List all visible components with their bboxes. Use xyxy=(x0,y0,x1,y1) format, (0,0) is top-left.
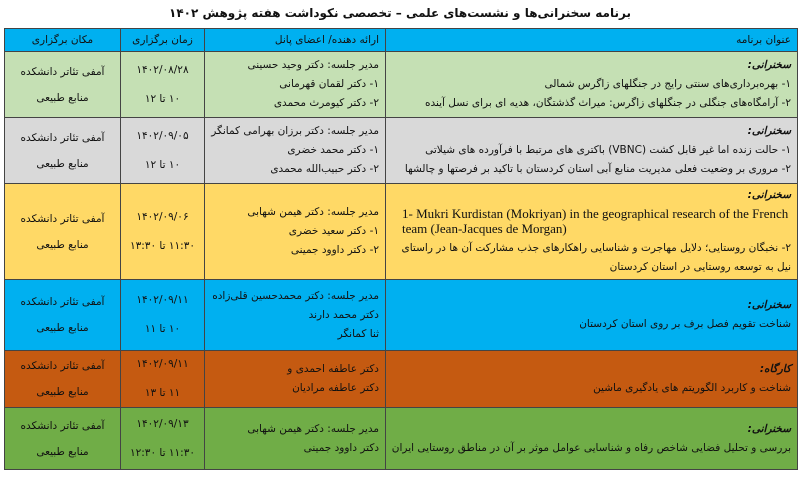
session-date: ۱۴۰۲/۰۹/۰۵ xyxy=(136,129,189,142)
session-place: آمفی تئاتر دانشکده xyxy=(20,419,105,432)
time-cell: ۱۴۰۲/۰۹/۱۱ ۱۰ تا ۱۱ xyxy=(120,279,205,351)
program-item: ۲- آرامگاه‌های جنگلی در جنگلهای زاگرس: م… xyxy=(424,97,791,109)
time-cell: ۱۴۰۲/۰۸/۲۸ ۱۰ تا ۱۲ xyxy=(120,51,205,118)
presenter: ۱- دکتر لقمان قهرمانی xyxy=(279,78,379,90)
session-place: آمفی تئاتر دانشکده xyxy=(20,212,105,225)
time-cell: ۱۴۰۲/۰۹/۱۳ ۱۱:۳۰ تا ۱۲:۳۰ xyxy=(120,407,205,470)
presenters-cell: مدیر جلسه: دکتر برزان بهرامی کمانگر ۱- دک… xyxy=(204,117,386,184)
header-presenters: ارائه دهنده/ اعضای پانل xyxy=(204,28,386,52)
presenter: ثنا کمانگر xyxy=(337,327,379,340)
place-cell: آمفی تئاتر دانشکده منابع طبیعی xyxy=(4,117,121,184)
session-place: منابع طبیعی xyxy=(36,238,89,251)
table-header-row: عنوان برنامه ارائه دهنده/ اعضای پانل زما… xyxy=(4,28,798,52)
header-place: مکان برگزاری xyxy=(4,28,121,52)
presenter: ۲- دکتر کیومرث محمدی xyxy=(273,97,379,109)
place-cell: آمفی تئاتر دانشکده منابع طبیعی xyxy=(4,51,121,118)
program-item: شناخت تقویم فصل برف بر روی استان کردستان xyxy=(579,318,791,330)
session-date: ۱۴۰۲/۰۹/۱۱ xyxy=(136,294,189,306)
presenter: مدیر جلسه: دکتر وحید حسینی xyxy=(247,59,379,71)
session-time: ۱۱:۳۰ تا ۱۲:۳۰ xyxy=(129,446,195,459)
page-title: برنامه سخنرانی‌ها و نشست‌های علمی – تخصص… xyxy=(169,6,631,20)
session-place: آمفی تئاتر دانشکده xyxy=(20,131,105,144)
place-cell: آمفی تئاتر دانشکده منابع طبیعی xyxy=(4,407,121,470)
program-kind: سخنرانی: xyxy=(747,299,791,311)
place-cell: آمفی تئاتر دانشکده منابع طبیعی xyxy=(4,183,121,280)
program-item: ۱- بهره‌برداری‌های سنتی رایج در جنگلهای … xyxy=(544,78,791,90)
session-place: آمفی تئاتر دانشکده xyxy=(20,65,105,78)
place-cell: آمفی تئاتر دانشکده منابع طبیعی xyxy=(4,279,121,351)
header-time: زمان برگزاری xyxy=(120,28,205,52)
time-cell: ۱۴۰۲/۰۹/۱۱ ۱۱ تا ۱۳ xyxy=(120,350,205,408)
session-place: منابع طبیعی xyxy=(36,157,89,170)
program-title-cell: سخنرانی: شناخت تقویم فصل برف بر روی استان… xyxy=(385,279,798,351)
presenter: ۲- دکتر حبیب‌الله محمدی xyxy=(270,163,379,175)
session-place: منابع طبیعی xyxy=(36,445,89,458)
session-place: آمفی تئاتر دانشکده xyxy=(20,296,105,308)
presenters-cell: مدیر جلسه: دکتر هیمن شهابی ۱- دکتر سعید خ… xyxy=(204,183,386,280)
session-place: منابع طبیعی xyxy=(36,386,89,398)
presenters-cell: دکتر عاطفه احمدی و دکتر عاطفه مرادیان xyxy=(204,350,386,408)
session-date: ۱۴۰۲/۰۹/۱۱ xyxy=(136,358,189,370)
program-item: نیل به توسعه روستایی در استان کردستان xyxy=(609,261,791,273)
session-date: ۱۴۰۲/۰۹/۰۶ xyxy=(136,210,189,223)
table-row: کارگاه: شناخت و کاربرد الگوریتم های یادگی… xyxy=(4,350,798,408)
program-item: ۲- مروری بر وضعیت فعلی مدیریت منابع آبی … xyxy=(404,163,791,175)
session-time: ۱۰ تا ۱۲ xyxy=(144,158,181,171)
program-title-cell: سخنرانی: 1- Mukri Kurdistan (Mokriyan) in… xyxy=(385,183,798,280)
time-cell: ۱۴۰۲/۰۹/۰۶ ۱۱:۳۰ تا ۱۳:۳۰ xyxy=(120,183,205,280)
presenter: مدیر جلسه: دکتر برزان بهرامی کمانگر xyxy=(211,125,379,137)
table-row: سخنرانی: ۱- حالت زنده اما غیر قابل کشت (V… xyxy=(4,117,798,184)
program-kind: سخنرانی: xyxy=(747,422,791,435)
presenters-cell: مدیر جلسه: دکتر وحید حسینی ۱- دکتر لقمان … xyxy=(204,51,386,118)
session-time: ۱۱:۳۰ تا ۱۳:۳۰ xyxy=(129,239,195,252)
presenter: مدیر جلسه: دکتر محمدحسین قلی‌زاده xyxy=(212,289,379,302)
session-time: ۱۰ تا ۱۲ xyxy=(144,92,181,105)
program-title-cell: سخنرانی: ۱- بهره‌برداری‌های سنتی رایج در … xyxy=(385,51,798,118)
session-place: منابع طبیعی xyxy=(36,322,89,334)
table-row: سخنرانی: 1- Mukri Kurdistan (Mokriyan) in… xyxy=(4,183,798,280)
presenter: ۲- دکتر داوود جمینی xyxy=(290,244,379,256)
header-title: عنوان برنامه xyxy=(385,28,798,52)
program-item: ۱- حالت زنده اما غیر قابل کشت (VBNC) باک… xyxy=(425,144,791,156)
program-kind: کارگاه: xyxy=(759,363,791,375)
session-time: ۱۱ تا ۱۳ xyxy=(144,387,181,399)
presenter: دکتر عاطفه مرادیان xyxy=(292,382,379,394)
presenter: مدیر جلسه: دکتر هیمن شهابی xyxy=(247,422,379,435)
program-item-en: 1- Mukri Kurdistan (Mokriyan) in the geo… xyxy=(402,206,789,236)
program-table: عنوان برنامه ارائه دهنده/ اعضای پانل زما… xyxy=(4,28,798,470)
table-row: سخنرانی: ۱- بهره‌برداری‌های سنتی رایج در … xyxy=(4,51,798,118)
program-item: بررسی و تحلیل فضایی شاخص رفاه و شناسایی … xyxy=(391,441,791,454)
presenter: ۱- دکتر محمد خضری xyxy=(287,144,379,156)
table-row: سخنرانی: شناخت تقویم فصل برف بر روی استان… xyxy=(4,279,798,351)
program-title-cell: کارگاه: شناخت و کاربرد الگوریتم های یادگی… xyxy=(385,350,798,408)
session-time: ۱۰ تا ۱۱ xyxy=(144,323,181,335)
table-row: سخنرانی: بررسی و تحلیل فضایی شاخص رفاه و … xyxy=(4,407,798,470)
presenter: ۱- دکتر سعید خضری xyxy=(288,225,379,237)
presenter: مدیر جلسه: دکتر هیمن شهابی xyxy=(247,206,379,218)
program-item: شناخت و کاربرد الگوریتم های یادگیری ماشی… xyxy=(593,382,791,394)
program-title-cell: سخنرانی: ۱- حالت زنده اما غیر قابل کشت (V… xyxy=(385,117,798,184)
program-item: ۲- نخبگان روستایی؛ دلایل مهاجرت و شناسای… xyxy=(401,242,791,254)
place-cell: آمفی تئاتر دانشکده منابع طبیعی xyxy=(4,350,121,408)
presenter: دکتر داوود جمینی xyxy=(303,441,379,454)
program-title-cell: سخنرانی: بررسی و تحلیل فضایی شاخص رفاه و … xyxy=(385,407,798,470)
program-kind: سخنرانی: xyxy=(747,189,791,201)
presenters-cell: مدیر جلسه: دکتر هیمن شهابی دکتر داوود جمی… xyxy=(204,407,386,470)
program-kind: سخنرانی: xyxy=(747,125,791,137)
session-date: ۱۴۰۲/۰۸/۲۸ xyxy=(136,63,189,76)
presenter: دکتر محمد دارند xyxy=(308,308,379,321)
presenter: دکتر عاطفه احمدی و xyxy=(287,363,379,375)
presenters-cell: مدیر جلسه: دکتر محمدحسین قلی‌زاده دکتر مح… xyxy=(204,279,386,351)
program-kind: سخنرانی: xyxy=(747,59,791,71)
time-cell: ۱۴۰۲/۰۹/۰۵ ۱۰ تا ۱۲ xyxy=(120,117,205,184)
session-place: آمفی تئاتر دانشکده xyxy=(20,360,105,372)
session-date: ۱۴۰۲/۰۹/۱۳ xyxy=(136,417,189,430)
session-place: منابع طبیعی xyxy=(36,91,89,104)
